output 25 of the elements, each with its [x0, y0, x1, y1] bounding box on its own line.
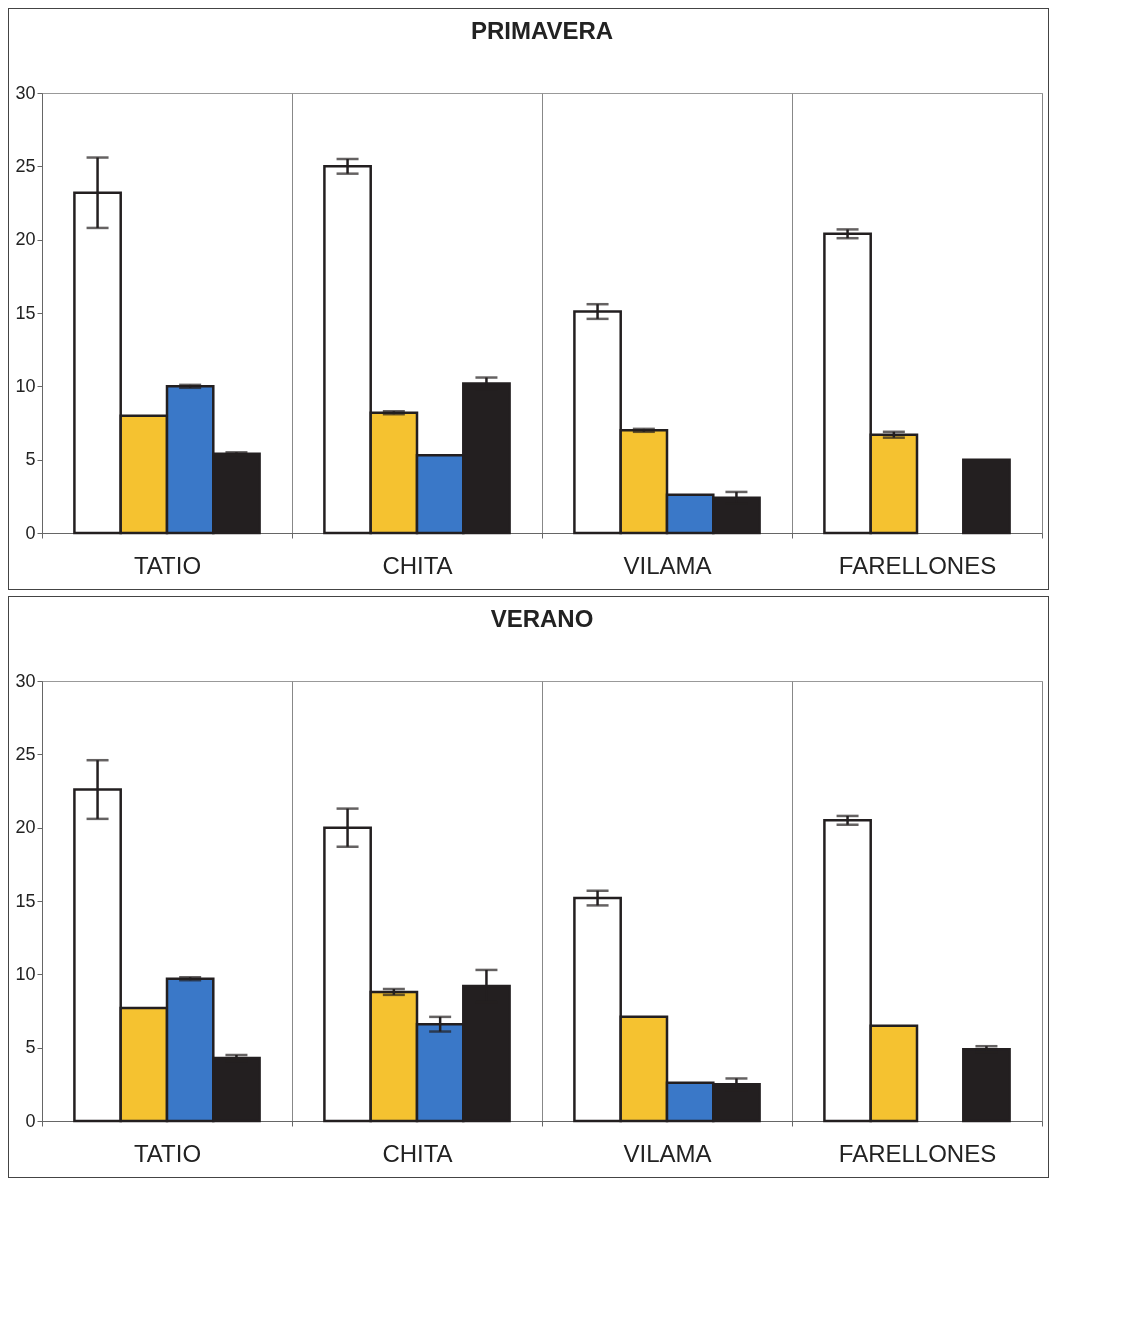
- y-tick-label: 10: [15, 963, 36, 984]
- x-tick-label: CHITA: [382, 1139, 453, 1167]
- y-tick-label: 10: [15, 375, 36, 396]
- y-tick-label: 0: [25, 522, 36, 543]
- x-tick-label: FARELLONES: [838, 551, 997, 579]
- x-tick-label: TATIO: [133, 1139, 202, 1167]
- y-tick-label: 5: [25, 449, 36, 470]
- bar: [962, 458, 1011, 535]
- y-tick-label: 20: [15, 817, 36, 838]
- y-tick-label: 25: [15, 743, 36, 764]
- y-tick-label: 5: [25, 1037, 36, 1058]
- chart-title: PRIMAVERA: [470, 17, 614, 44]
- y-tick-label: 30: [15, 82, 36, 103]
- y-tick-label: 20: [15, 229, 36, 250]
- y-tick-label: 30: [15, 670, 36, 691]
- x-tick-label: FARELLONES: [838, 1139, 997, 1167]
- y-tick-label: 0: [25, 1110, 36, 1131]
- y-tick-label: 25: [15, 155, 36, 176]
- y-tick-label: 15: [15, 302, 36, 323]
- x-tick-label: VILAMA: [623, 551, 712, 579]
- y-tick-label: 15: [15, 890, 36, 911]
- x-tick-label: TATIO: [133, 551, 202, 579]
- x-tick-label: VILAMA: [623, 1139, 712, 1167]
- x-tick-label: CHITA: [382, 551, 453, 579]
- chart-title: VERANO: [490, 605, 594, 632]
